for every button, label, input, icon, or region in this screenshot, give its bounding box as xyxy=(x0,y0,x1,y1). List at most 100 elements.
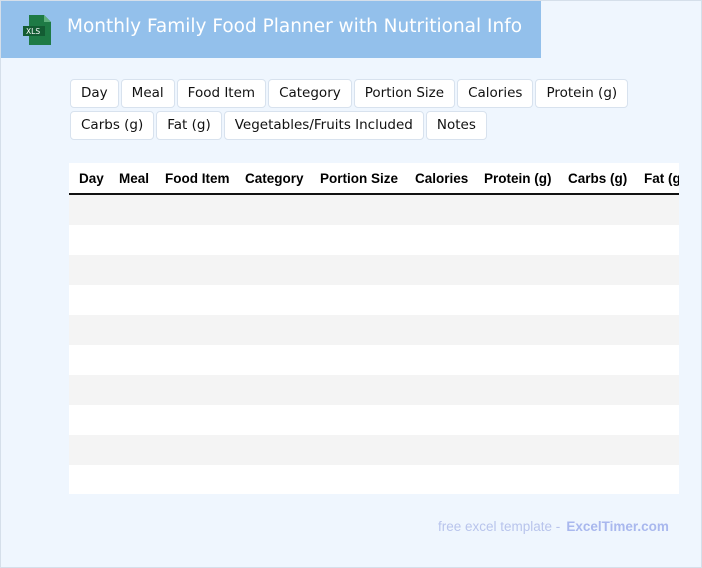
table-cell[interactable] xyxy=(474,405,558,435)
table-cell[interactable] xyxy=(69,405,109,435)
table-cell[interactable] xyxy=(405,225,474,255)
footer-brand-link[interactable]: ExcelTimer.com xyxy=(566,519,669,534)
table-cell[interactable] xyxy=(155,255,235,285)
column-chip[interactable]: Calories xyxy=(457,79,534,108)
table-cell[interactable] xyxy=(558,465,634,494)
column-chip[interactable]: Food Item xyxy=(176,79,267,108)
table-cell[interactable] xyxy=(310,405,405,435)
table-cell[interactable] xyxy=(558,255,634,285)
table-cell[interactable] xyxy=(69,435,109,465)
table-cell[interactable] xyxy=(69,345,109,375)
table-cell[interactable] xyxy=(405,345,474,375)
table-cell[interactable] xyxy=(69,285,109,315)
table-cell[interactable] xyxy=(155,315,235,345)
table-cell[interactable] xyxy=(235,194,310,225)
table-cell[interactable] xyxy=(310,255,405,285)
table-cell[interactable] xyxy=(310,465,405,494)
table-cell[interactable] xyxy=(155,285,235,315)
table-cell[interactable] xyxy=(558,315,634,345)
table-cell[interactable] xyxy=(405,465,474,494)
table-cell[interactable] xyxy=(69,375,109,405)
table-cell[interactable] xyxy=(634,345,679,375)
table-cell[interactable] xyxy=(405,315,474,345)
table-cell[interactable] xyxy=(155,194,235,225)
table-cell[interactable] xyxy=(558,194,634,225)
table-cell[interactable] xyxy=(405,435,474,465)
table-cell[interactable] xyxy=(235,465,310,494)
table-cell[interactable] xyxy=(155,435,235,465)
table-cell[interactable] xyxy=(109,194,155,225)
table-cell[interactable] xyxy=(474,315,558,345)
table-cell[interactable] xyxy=(558,435,634,465)
table-cell[interactable] xyxy=(558,225,634,255)
table-cell[interactable] xyxy=(155,405,235,435)
table-cell[interactable] xyxy=(310,375,405,405)
column-chip[interactable]: Day xyxy=(70,79,119,108)
table-cell[interactable] xyxy=(310,194,405,225)
table-cell[interactable] xyxy=(310,285,405,315)
column-chip[interactable]: Notes xyxy=(425,111,487,140)
table-cell[interactable] xyxy=(155,225,235,255)
table-cell[interactable] xyxy=(69,225,109,255)
table-cell[interactable] xyxy=(474,225,558,255)
table-cell[interactable] xyxy=(109,465,155,494)
table-cell[interactable] xyxy=(310,345,405,375)
table-cell[interactable] xyxy=(634,375,679,405)
table-cell[interactable] xyxy=(109,405,155,435)
table-cell[interactable] xyxy=(235,285,310,315)
table-cell[interactable] xyxy=(474,345,558,375)
table-cell[interactable] xyxy=(310,435,405,465)
table-cell[interactable] xyxy=(558,375,634,405)
table-cell[interactable] xyxy=(155,345,235,375)
table-cell[interactable] xyxy=(235,345,310,375)
table-cell[interactable] xyxy=(310,225,405,255)
column-chip[interactable]: Meal xyxy=(120,79,175,108)
table-cell[interactable] xyxy=(235,435,310,465)
table-cell[interactable] xyxy=(474,285,558,315)
column-chip[interactable]: Carbs (g) xyxy=(70,111,155,140)
table-cell[interactable] xyxy=(634,465,679,494)
table-cell[interactable] xyxy=(155,465,235,494)
column-chip[interactable]: Protein (g) xyxy=(535,79,629,108)
table-cell[interactable] xyxy=(634,225,679,255)
column-chip[interactable]: Category xyxy=(268,79,352,108)
table-cell[interactable] xyxy=(474,435,558,465)
table-cell[interactable] xyxy=(69,194,109,225)
table-cell[interactable] xyxy=(69,255,109,285)
table-cell[interactable] xyxy=(474,375,558,405)
table-cell[interactable] xyxy=(405,255,474,285)
table-cell[interactable] xyxy=(474,465,558,494)
table-cell[interactable] xyxy=(474,194,558,225)
table-cell[interactable] xyxy=(235,405,310,435)
table-cell[interactable] xyxy=(474,255,558,285)
table-cell[interactable] xyxy=(405,194,474,225)
table-cell[interactable] xyxy=(109,225,155,255)
table-cell[interactable] xyxy=(69,315,109,345)
table-cell[interactable] xyxy=(109,375,155,405)
column-chip[interactable]: Portion Size xyxy=(353,79,456,108)
table-cell[interactable] xyxy=(235,315,310,345)
table-cell[interactable] xyxy=(235,255,310,285)
table-cell[interactable] xyxy=(634,285,679,315)
table-cell[interactable] xyxy=(558,405,634,435)
table-cell[interactable] xyxy=(558,285,634,315)
column-chip[interactable]: Vegetables/Fruits Included xyxy=(223,111,424,140)
table-cell[interactable] xyxy=(235,225,310,255)
table-cell[interactable] xyxy=(558,345,634,375)
table-cell[interactable] xyxy=(405,375,474,405)
table-cell[interactable] xyxy=(235,375,310,405)
table-cell[interactable] xyxy=(634,255,679,285)
table-cell[interactable] xyxy=(155,375,235,405)
table-cell[interactable] xyxy=(109,255,155,285)
table-cell[interactable] xyxy=(109,435,155,465)
table-cell[interactable] xyxy=(109,315,155,345)
table-cell[interactable] xyxy=(634,315,679,345)
table-cell[interactable] xyxy=(405,405,474,435)
table-cell[interactable] xyxy=(405,285,474,315)
table-cell[interactable] xyxy=(69,465,109,494)
table-cell[interactable] xyxy=(310,315,405,345)
table-cell[interactable] xyxy=(634,435,679,465)
table-cell[interactable] xyxy=(109,345,155,375)
column-chip[interactable]: Fat (g) xyxy=(156,111,222,140)
table-cell[interactable] xyxy=(634,194,679,225)
